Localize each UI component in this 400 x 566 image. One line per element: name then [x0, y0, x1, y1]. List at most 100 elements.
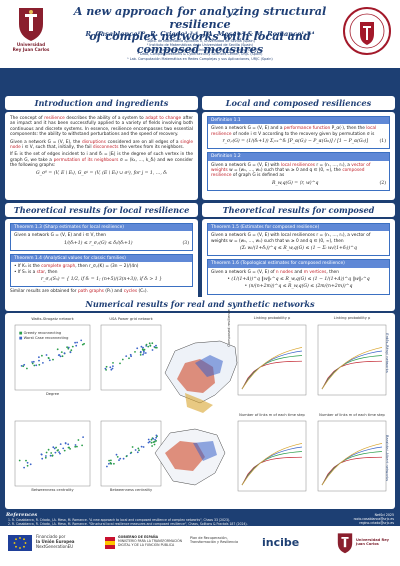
intro-panel: The concept of resilience describes the … — [5, 112, 198, 200]
scatter-point — [131, 446, 134, 448]
scatter-point — [130, 451, 133, 454]
scatter-point — [140, 345, 143, 348]
theorem-1-5: Theorem 1.5 (Estimates for composed resi… — [207, 223, 390, 257]
ylabel-ba: Barabási–Albert networks — [385, 435, 389, 481]
scatter-point — [141, 348, 144, 351]
er-panel-right — [317, 324, 387, 396]
numerical-heading: Numerical results for real and synthetic… — [5, 297, 395, 311]
scatter-point — [23, 466, 25, 469]
affil-5: ⁵ Lab. Computación Matemática en Redes C… — [127, 56, 273, 61]
series-line — [321, 360, 383, 390]
intro-formula: G_σ⁰ = (V, E \ Eᵢ), G_σʲ = (V, (E \ Eᵢ) … — [36, 170, 167, 176]
scatter-point — [26, 367, 28, 370]
scatter-point — [53, 447, 56, 450]
scatter-point — [74, 445, 77, 448]
scatter-point — [33, 364, 36, 367]
urjc-crest-icon — [19, 8, 43, 41]
scatter-point — [66, 346, 68, 349]
scatter-point — [38, 363, 41, 366]
scatter-point — [69, 351, 72, 354]
ref-1: 1. R. Casablanca, R. Criado, J.A. Mesa, … — [8, 518, 231, 522]
scatter-point — [26, 461, 29, 464]
intro-p1: The concept of resilience describes the … — [10, 116, 193, 138]
legend-blue: ■ Worst Case reconnecting — [19, 336, 69, 340]
scatter-point — [59, 452, 61, 455]
def2-formula: R_w,q(G) = ⟨r, w⟩^q (2) — [272, 180, 386, 186]
scatter-point — [108, 459, 110, 462]
ref-2: 2. R. Casablanca, R. Criado, J.A. Mesa, … — [8, 522, 248, 526]
scatter-point — [18, 459, 21, 462]
scatter-point — [143, 352, 145, 354]
er-panel-left — [237, 324, 307, 396]
scatter-point — [147, 438, 150, 441]
scatter-point — [68, 446, 70, 449]
scatter-point — [75, 344, 78, 347]
scatter-point — [115, 453, 118, 456]
scatter-point — [52, 446, 55, 449]
scatter-point — [45, 354, 48, 356]
scatter-point — [151, 342, 154, 345]
scatter-point — [20, 365, 23, 367]
references: References 1. R. Casablanca, R. Criado, … — [0, 512, 400, 526]
refs-heading: References — [6, 512, 38, 518]
affil-3: ³ Dpto. de Matemática Aplicada, Universi… — [141, 47, 259, 52]
definition-1-2: Definition 1.2 Given a network G = (V, E… — [207, 152, 390, 191]
theorem-1-4: Theorem 1.4 (Analytical values for class… — [10, 254, 193, 288]
right4-title: Number of links m of each time step — [319, 413, 385, 417]
scatter-point — [76, 445, 78, 448]
series-line — [241, 451, 303, 486]
scatter-point — [67, 443, 70, 446]
affil-2: ² Instituto de Matemáticas de la Univers… — [146, 43, 254, 48]
series-line — [321, 347, 383, 390]
scatter-point — [108, 462, 110, 465]
theo-composed-panel: Theorem 1.5 (Estimates for composed resi… — [202, 219, 395, 309]
scatter-point — [74, 444, 77, 446]
scatter-point — [125, 355, 128, 357]
scatter-point — [147, 441, 150, 444]
scatter-point — [76, 341, 78, 344]
scatter-point — [118, 459, 120, 461]
scatter-point — [140, 445, 143, 448]
scatter-point — [112, 362, 114, 364]
scatter-point — [104, 367, 107, 370]
series-line — [241, 443, 303, 486]
scatter-point — [67, 346, 70, 349]
scatter-point — [32, 360, 35, 363]
scatter-point — [136, 451, 139, 454]
definition-1-1: Definition 1.1 Given a network G = (V, E… — [207, 116, 390, 150]
title-line-2: of complex networks with local and compo… — [89, 29, 311, 56]
eu-funding-text: Financiado por la Unión Europea NextGene… — [36, 534, 75, 549]
scatter-point — [150, 438, 153, 441]
intro-p2: Given a network G = (V, E), the disrupti… — [10, 139, 193, 151]
right2-title: Linking probability p — [333, 316, 371, 320]
usa-map-2 — [154, 428, 226, 486]
affil-1: ¹ Dpto. de Matemática Aplicada II, Unive… — [145, 39, 255, 43]
intro-heading: Introduction and ingredients — [5, 96, 198, 110]
poster-title: A new approach for analyzing structural … — [62, 5, 338, 55]
scatter-point — [74, 341, 76, 344]
right3-title: Number of links m of each time step — [239, 413, 305, 417]
scatter-point — [44, 456, 47, 459]
scatter-point — [45, 455, 47, 457]
scatter-point — [149, 345, 152, 347]
scatter-point — [148, 342, 151, 345]
scatter-point — [52, 358, 54, 361]
numerical-panel: Watts-Strogatz network USA Power grid ne… — [5, 309, 395, 509]
prtr-text: Plan de Recuperación, Transformación y R… — [190, 536, 239, 545]
scatter-point — [155, 440, 158, 442]
affiliations: ¹ Dpto. de Matemática Aplicada II, Unive… — [62, 39, 338, 61]
scatter-point — [58, 451, 60, 453]
scatter-point — [49, 454, 52, 457]
scatter-point — [59, 443, 62, 445]
scatter-point — [31, 361, 33, 363]
scatter-point — [48, 359, 51, 362]
theorem-1-6: Theorem 1.6 (Topological estimates for c… — [207, 259, 390, 295]
theo-composed-heading: Theoretical results for composed resilie… — [202, 203, 395, 229]
funders-bar: Financiado por la Unión Europea NextGene… — [0, 526, 400, 566]
scatter-point — [109, 462, 112, 464]
pg-scatter-chart — [100, 324, 162, 391]
scatter-point — [22, 365, 25, 368]
theo-local-panel: Theorem 1.3 (Sharp estimates for local r… — [5, 219, 198, 309]
scatter-point — [41, 354, 43, 357]
